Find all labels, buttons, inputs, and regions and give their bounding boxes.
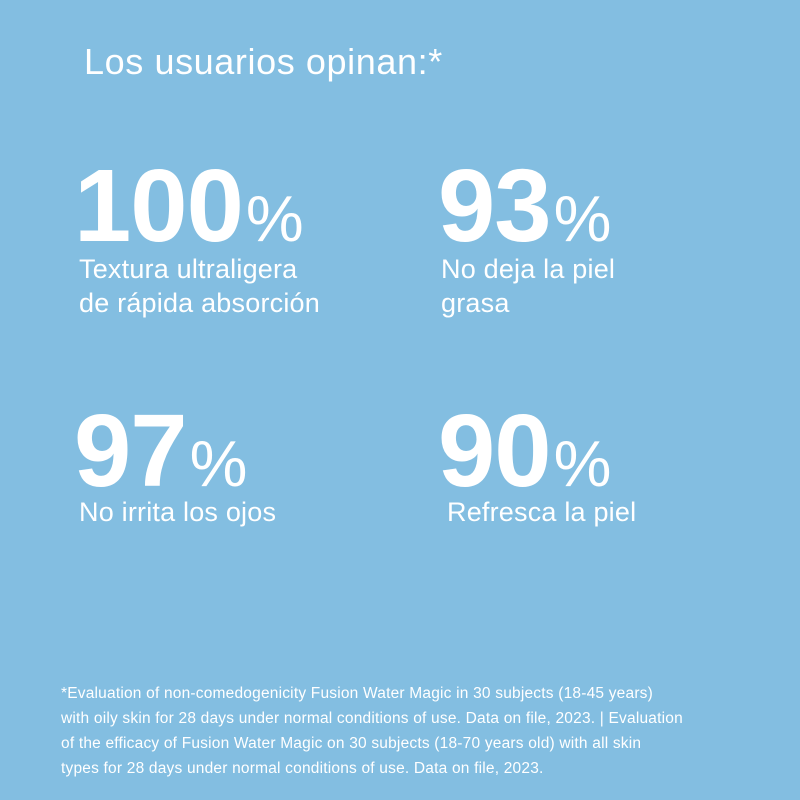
footnote-line: *Evaluation of non-comedogenicity Fusion… xyxy=(61,685,653,702)
stat-value-group: 97% xyxy=(74,399,247,502)
stat-value-group: 93% xyxy=(438,154,611,257)
stat-unit: % xyxy=(245,182,304,255)
stat-unit: % xyxy=(189,427,248,500)
footnote: *Evaluation of non-comedogenicity Fusion… xyxy=(61,681,771,781)
page-title: Los usuarios opinan:* xyxy=(84,41,443,82)
stat-label: Refresca la piel xyxy=(447,497,637,527)
footnote-line: with oily skin for 28 days under normal … xyxy=(61,710,683,727)
stat-label: Textura ultraligera de rápida absorción xyxy=(79,254,320,318)
stat-value: 100 xyxy=(74,148,244,263)
stat-label: No irrita los ojos xyxy=(79,497,277,527)
footnote-line: of the efficacy of Fusion Water Magic on… xyxy=(61,735,642,752)
stat-value: 97 xyxy=(74,393,188,508)
stat-unit: % xyxy=(553,427,612,500)
stat-value-group: 100% xyxy=(74,154,304,257)
stat-value-group: 90% xyxy=(438,399,611,502)
stat-value: 90 xyxy=(438,393,552,508)
stat-label: No deja la piel grasa xyxy=(441,254,616,318)
footnote-line: types for 28 days under normal condition… xyxy=(61,760,544,777)
stat-unit: % xyxy=(553,182,612,255)
stat-value: 93 xyxy=(438,148,552,263)
